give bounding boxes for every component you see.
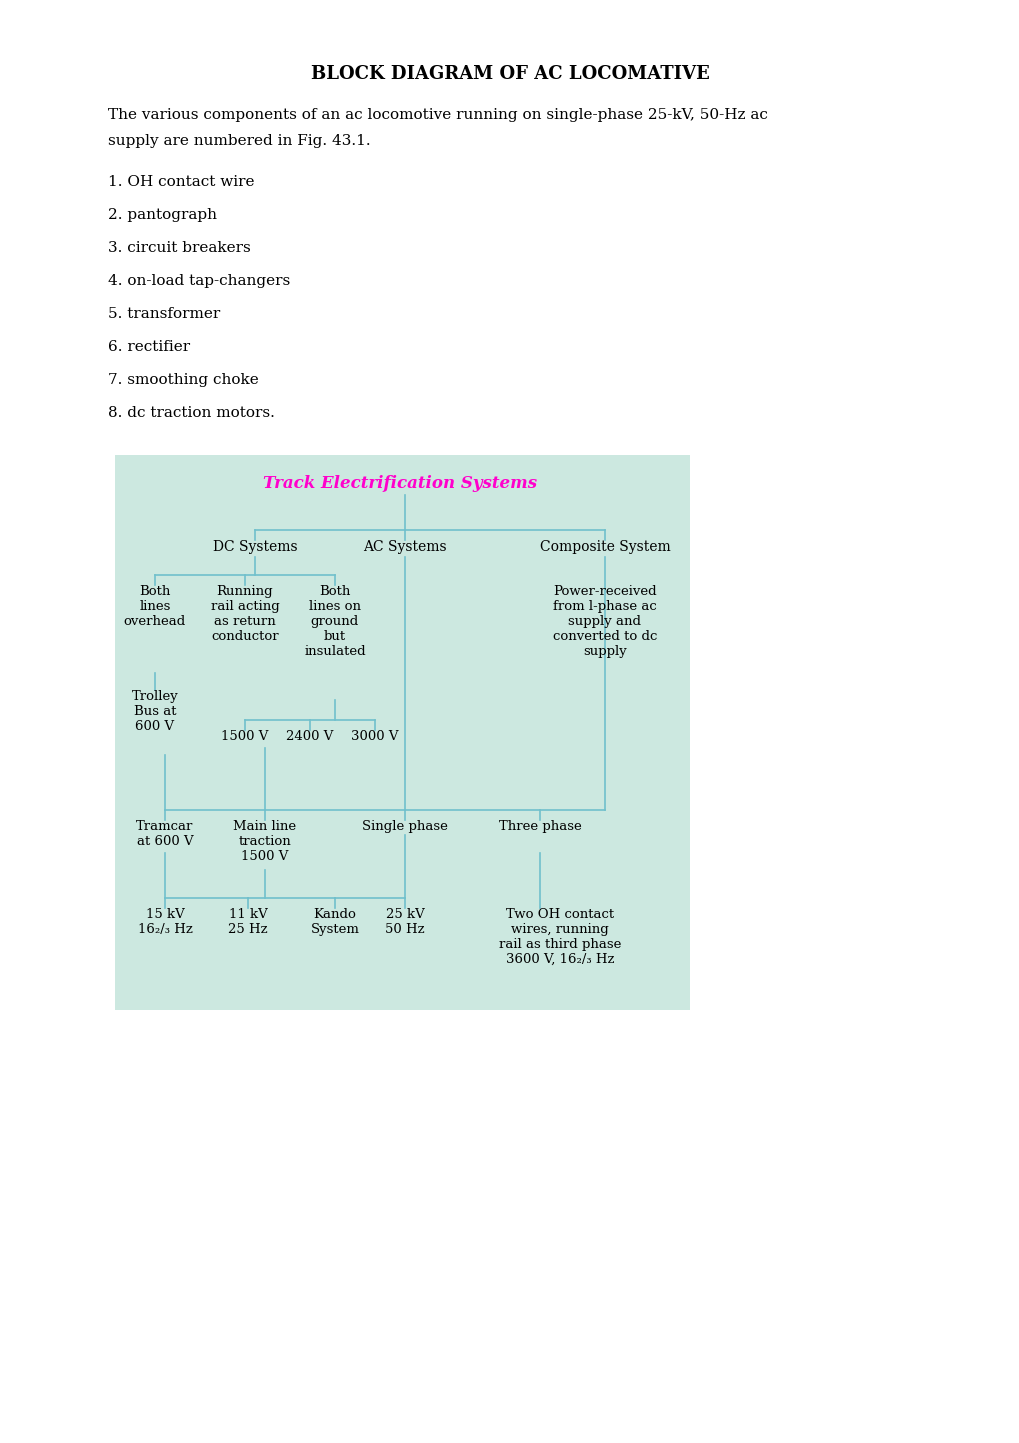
Text: Two OH contact
wires, running
rail as third phase
3600 V, 16₂/₃ Hz: Two OH contact wires, running rail as th… (498, 908, 621, 965)
Text: Running
rail acting
as return
conductor: Running rail acting as return conductor (210, 584, 279, 644)
Text: Both
lines on
ground
but
insulated: Both lines on ground but insulated (304, 584, 366, 658)
Text: supply are numbered in Fig. 43.1.: supply are numbered in Fig. 43.1. (108, 134, 370, 149)
Text: 3. circuit breakers: 3. circuit breakers (108, 241, 251, 255)
Text: Composite System: Composite System (539, 540, 669, 554)
Text: Main line
traction
1500 V: Main line traction 1500 V (233, 820, 297, 863)
Text: 7. smoothing choke: 7. smoothing choke (108, 372, 259, 387)
Text: BLOCK DIAGRAM OF AC LOCOMATIVE: BLOCK DIAGRAM OF AC LOCOMATIVE (311, 65, 708, 84)
Text: Three phase: Three phase (498, 820, 581, 833)
Text: 3000 V: 3000 V (351, 730, 398, 743)
Text: Track Electrification Systems: Track Electrification Systems (263, 475, 537, 492)
Text: 25 kV
50 Hz: 25 kV 50 Hz (385, 908, 424, 937)
Text: 6. rectifier: 6. rectifier (108, 341, 190, 354)
Text: 15 kV
16₂/₃ Hz: 15 kV 16₂/₃ Hz (138, 908, 193, 937)
Text: Both
lines
overhead: Both lines overhead (123, 584, 185, 628)
Text: 8. dc traction motors.: 8. dc traction motors. (108, 405, 274, 420)
Text: Single phase: Single phase (362, 820, 447, 833)
Text: AC Systems: AC Systems (363, 540, 446, 554)
Text: Trolley
Bus at
600 V: Trolley Bus at 600 V (131, 690, 178, 733)
Text: Tramcar
at 600 V: Tramcar at 600 V (137, 820, 194, 848)
Text: Kando
System: Kando System (310, 908, 359, 937)
Text: 4. on-load tap-changers: 4. on-load tap-changers (108, 274, 290, 289)
Text: 1500 V: 1500 V (221, 730, 268, 743)
Text: 2. pantograph: 2. pantograph (108, 208, 217, 222)
FancyBboxPatch shape (115, 455, 689, 1010)
Text: The various components of an ac locomotive running on single-phase 25-kV, 50-Hz : The various components of an ac locomoti… (108, 108, 767, 123)
Text: 5. transformer: 5. transformer (108, 307, 220, 320)
Text: 11 kV
25 Hz: 11 kV 25 Hz (228, 908, 268, 937)
Text: 2400 V: 2400 V (286, 730, 333, 743)
Text: DC Systems: DC Systems (213, 540, 297, 554)
Text: 1. OH contact wire: 1. OH contact wire (108, 175, 255, 189)
Text: Power-received
from l-phase ac
supply and
converted to dc
supply: Power-received from l-phase ac supply an… (552, 584, 656, 658)
